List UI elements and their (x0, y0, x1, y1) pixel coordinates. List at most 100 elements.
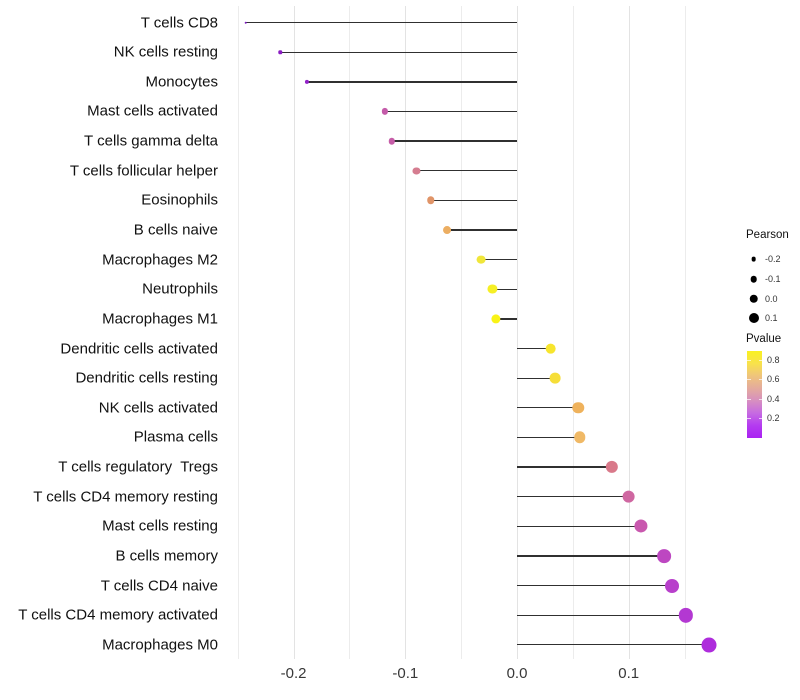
pvalue-tickmark (747, 417, 751, 419)
pvalue-tickmark (747, 398, 751, 400)
lollipop-dot (491, 314, 501, 324)
y-axis-label: T cells CD4 naive (100, 577, 218, 595)
pvalue-tickmark (758, 360, 762, 361)
gridline-major (293, 6, 295, 659)
x-axis-tick-label: -0.2 (280, 665, 307, 682)
y-axis-label: T cells CD4 memory resting (33, 488, 218, 506)
lollipop-dot (605, 460, 619, 474)
gridline-minor (572, 6, 574, 659)
lollipop-dot (487, 284, 497, 294)
lollipop-stem (481, 258, 517, 261)
lollipop-dot (382, 108, 389, 115)
y-axis-label: Plasma cells (133, 428, 218, 446)
lollipop-dot (573, 431, 586, 444)
y-axis-label: Macrophages M1 (102, 310, 218, 328)
lollipop-stem (245, 21, 517, 24)
lollipop-stem (430, 199, 517, 202)
lollipop-dot (278, 50, 282, 54)
lollipop-stem (385, 110, 517, 113)
pvalue-tick-label: 0.2 (767, 412, 780, 423)
y-axis-label: Dendritic cells activated (60, 340, 218, 358)
lollipop-stem (517, 555, 665, 557)
lollipop-dot (701, 637, 717, 653)
y-axis-label: Mast cells activated (87, 102, 218, 120)
pearson-legend-dot (748, 313, 759, 324)
pvalue-tickmark (758, 379, 762, 381)
gridline-minor (349, 6, 351, 659)
y-axis-label: Macrophages M2 (102, 251, 218, 269)
gridline-minor (237, 6, 239, 659)
lollipop-stem (517, 644, 710, 646)
lollipop-dot (427, 196, 435, 205)
y-axis-label: Mast cells resting (102, 517, 218, 535)
y-axis-label: Monocytes (145, 73, 218, 91)
pvalue-tick-label: 0.8 (767, 355, 780, 365)
gridline-minor (684, 6, 686, 659)
lollipop-dot (388, 137, 396, 145)
lollipop-stem (517, 466, 612, 468)
lollipop-stem (495, 318, 517, 320)
y-axis-label: NK cells activated (98, 399, 218, 417)
lollipop-stem (446, 229, 517, 231)
lollipop-stem (517, 407, 579, 409)
lollipop-dot (545, 343, 556, 354)
lollipop-dot (634, 519, 648, 533)
gridline-major (628, 6, 630, 659)
lollipop-dot (549, 372, 561, 384)
pvalue-colorbar (747, 351, 762, 438)
x-axis-tick-label: 0.0 (506, 665, 528, 682)
y-axis-label: Neutrophils (142, 280, 218, 298)
lollipop-stem (517, 496, 629, 498)
pvalue-tickmark (758, 398, 762, 400)
y-axis-label: Eosinophils (141, 191, 218, 209)
lollipop-dot (442, 226, 451, 234)
lollipop-stem (517, 614, 686, 616)
y-axis-label: B cells memory (115, 547, 218, 565)
lollipop-stem (492, 288, 517, 290)
pvalue-tick-label: 0.6 (767, 374, 780, 385)
y-axis-label: NK cells resting (113, 43, 218, 61)
lollipop-stem (517, 584, 673, 587)
pearson-legend-dot (749, 294, 758, 303)
pearson-legend-dot (750, 275, 757, 283)
y-axis-label: B cells naive (133, 221, 218, 239)
lollipop-stem (416, 170, 517, 172)
lollipop-dot (657, 549, 672, 563)
y-axis-label: T cells gamma delta (84, 132, 218, 150)
lollipop-dot (304, 79, 310, 84)
lollipop-stem (391, 140, 517, 142)
pvalue-tickmark (747, 360, 751, 361)
pearson-legend-title: Pearson (746, 229, 789, 241)
x-axis-tick-label: 0.1 (618, 665, 640, 682)
gridline-major (517, 6, 518, 659)
y-axis-label: T cells regulatory Tregs (58, 458, 218, 476)
lollipop-stem (517, 377, 555, 379)
lollipop-dot (412, 167, 421, 175)
y-axis-label: Dendritic cells resting (75, 369, 218, 387)
gridline-minor (461, 6, 463, 659)
pearson-legend-label: 0.0 (765, 293, 778, 304)
gridline-major (405, 6, 407, 659)
lollipop-stem (517, 436, 580, 439)
y-axis-label: T cells follicular helper (69, 162, 218, 180)
pearson-legend-label: 0.1 (765, 313, 778, 324)
pvalue-tickmark (758, 417, 762, 419)
lollipop-stem (517, 347, 551, 350)
pvalue-tick-label: 0.4 (767, 393, 780, 404)
pearson-legend-label: -0.1 (765, 274, 781, 284)
lollipop-dot (665, 578, 680, 593)
pearson-legend-dot (751, 256, 756, 262)
lollipop-dot (572, 402, 585, 414)
pvalue-legend-title: Pvalue (746, 333, 782, 345)
lollipop-dot (678, 608, 693, 623)
pvalue-tickmark (747, 379, 751, 381)
x-axis-tick-label: -0.1 (392, 665, 419, 682)
lollipop-dot (476, 255, 486, 265)
lollipop-stem (280, 51, 517, 53)
lollipop-stem (517, 525, 641, 527)
lollipop-stem (307, 81, 517, 83)
y-axis-label: Macrophages M0 (102, 636, 218, 654)
y-axis-label: T cells CD4 memory activated (18, 606, 218, 624)
lollipop-dot (622, 490, 636, 504)
